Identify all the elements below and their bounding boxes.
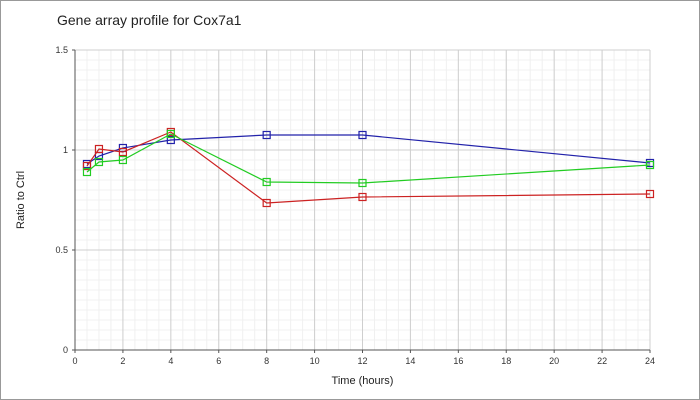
x-tick-label: 22	[597, 356, 607, 366]
data-point-marker	[262, 177, 271, 187]
x-tick-label: 6	[216, 356, 221, 366]
data-point-marker	[82, 167, 92, 177]
data-point-marker	[94, 144, 104, 154]
data-point-marker	[358, 178, 367, 188]
x-tick-label: 8	[264, 356, 269, 366]
x-tick-label: 4	[168, 356, 173, 366]
x-tick-label: 2	[120, 356, 125, 366]
series-line	[86, 131, 651, 204]
x-tick-label: 16	[453, 356, 463, 366]
data-point-marker	[82, 161, 92, 171]
series-3	[82, 129, 655, 188]
x-tick-label: 20	[549, 356, 559, 366]
data-point-marker	[262, 198, 271, 208]
series-line	[86, 133, 651, 184]
x-tick-label: 0	[72, 356, 77, 366]
y-tick-label: 1	[63, 145, 68, 155]
x-axis-ticks: 0 2 4 6 8 10 12 14 16 18 20 22 24	[72, 350, 655, 366]
data-point-marker	[118, 155, 128, 165]
y-axis-label: Ratio to Ctrl	[15, 171, 27, 229]
series-layer	[82, 127, 655, 208]
data-point-marker	[645, 160, 655, 170]
x-axis-label: Time (hours)	[332, 375, 394, 387]
y-tick-label: 0	[63, 345, 68, 355]
x-tick-label: 10	[310, 356, 320, 366]
chart-title: Gene array profile for Cox7a1	[57, 12, 242, 28]
y-axis-ticks: 0 0.5 1 1.5	[55, 45, 75, 355]
data-point-marker	[94, 157, 104, 167]
x-tick-label: 14	[405, 356, 415, 366]
x-tick-label: 18	[501, 356, 511, 366]
series-2	[82, 127, 655, 208]
data-point-marker	[166, 129, 175, 139]
data-point-marker	[358, 192, 367, 202]
data-point-marker	[645, 189, 655, 199]
data-point-marker	[166, 135, 175, 145]
series-line	[86, 134, 651, 165]
data-point-marker	[118, 147, 128, 157]
x-tick-label: 12	[357, 356, 367, 366]
y-tick-label: 0.5	[55, 245, 68, 255]
y-tick-label: 1.5	[55, 45, 68, 55]
data-point-marker	[262, 130, 271, 140]
x-tick-label: 24	[645, 356, 655, 366]
data-point-marker	[358, 130, 367, 140]
